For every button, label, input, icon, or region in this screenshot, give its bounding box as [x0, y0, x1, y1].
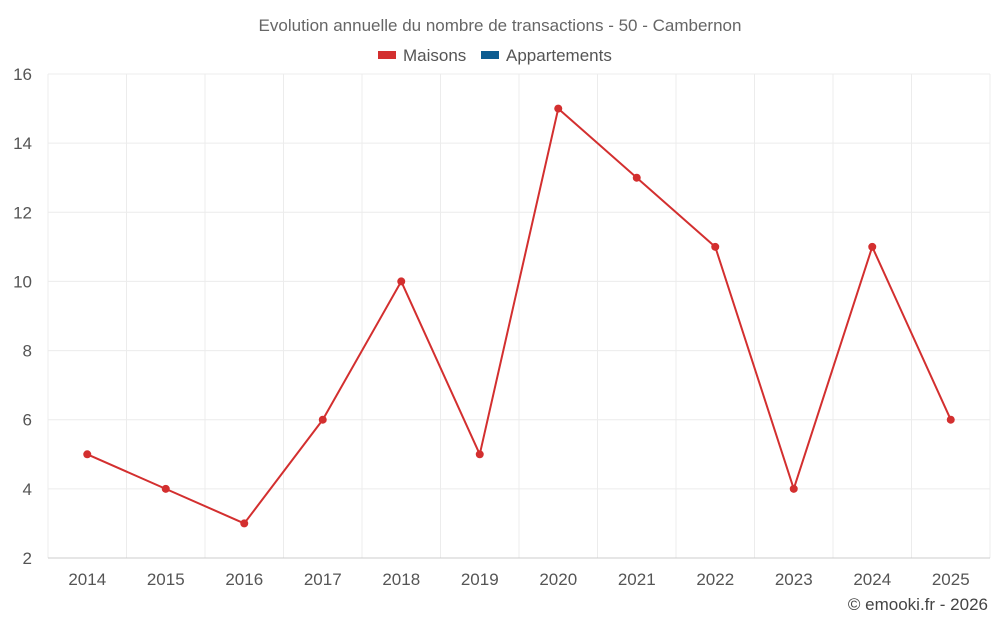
x-tick-label: 2024 [853, 570, 891, 589]
data-point-maisons-2015[interactable] [161, 484, 170, 493]
data-point-maisons-2020[interactable] [554, 104, 563, 113]
x-tick-label: 2023 [775, 570, 813, 589]
y-tick-label: 6 [23, 411, 32, 430]
data-point-maisons-2017[interactable] [318, 415, 327, 424]
data-point-maisons-2019[interactable] [475, 450, 484, 459]
y-tick-label: 16 [13, 65, 32, 84]
series-maisons [83, 104, 955, 528]
legend-label-maisons: Maisons [403, 46, 466, 65]
data-point-maisons-2021[interactable] [632, 173, 641, 182]
x-axis-labels: 2014 2015 2016 2017 2018 2019 2020 2021 2022 2023… [68, 570, 969, 589]
x-tick-label: 2014 [68, 570, 106, 589]
y-tick-label: 2 [23, 549, 32, 568]
y-tick-label: 14 [13, 134, 32, 153]
chart-title: Evolution annuelle du nombre de transact… [259, 16, 742, 35]
series-line-maisons [86, 107, 952, 525]
data-point-maisons-2024[interactable] [868, 242, 877, 251]
x-tick-label: 2019 [461, 570, 499, 589]
x-tick-label: 2015 [147, 570, 185, 589]
x-tick-label: 2021 [618, 570, 656, 589]
legend-item-appartements[interactable]: Appartements [481, 46, 612, 65]
data-point-maisons-2025[interactable] [946, 415, 955, 424]
data-point-maisons-2023[interactable] [789, 484, 798, 493]
x-tick-label: 2018 [382, 570, 420, 589]
legend-label-appartements: Appartements [506, 46, 612, 65]
data-point-maisons-2014[interactable] [83, 450, 92, 459]
data-point-maisons-2016[interactable] [240, 519, 249, 528]
legend-swatch-maisons [378, 51, 396, 59]
y-tick-label: 12 [13, 203, 32, 222]
x-tick-label: 2022 [696, 570, 734, 589]
x-gridlines [47, 74, 991, 558]
data-point-maisons-2022[interactable] [711, 242, 720, 251]
legend-swatch-appartements [481, 51, 499, 59]
x-tick-label: 2016 [225, 570, 263, 589]
credit: © emooki.fr - 2026 [848, 595, 988, 614]
y-tick-label: 8 [23, 342, 32, 361]
y-axis-labels: 2 4 6 8 10 12 14 16 [13, 65, 32, 568]
y-tick-label: 4 [23, 480, 32, 499]
legend-item-maisons[interactable]: Maisons [378, 46, 466, 65]
x-tick-label: 2025 [932, 570, 970, 589]
y-tick-label: 10 [13, 272, 32, 291]
x-tick-label: 2017 [304, 570, 342, 589]
data-point-maisons-2018[interactable] [397, 277, 406, 286]
x-tick-label: 2020 [539, 570, 577, 589]
legend: Maisons Appartements [378, 46, 612, 65]
